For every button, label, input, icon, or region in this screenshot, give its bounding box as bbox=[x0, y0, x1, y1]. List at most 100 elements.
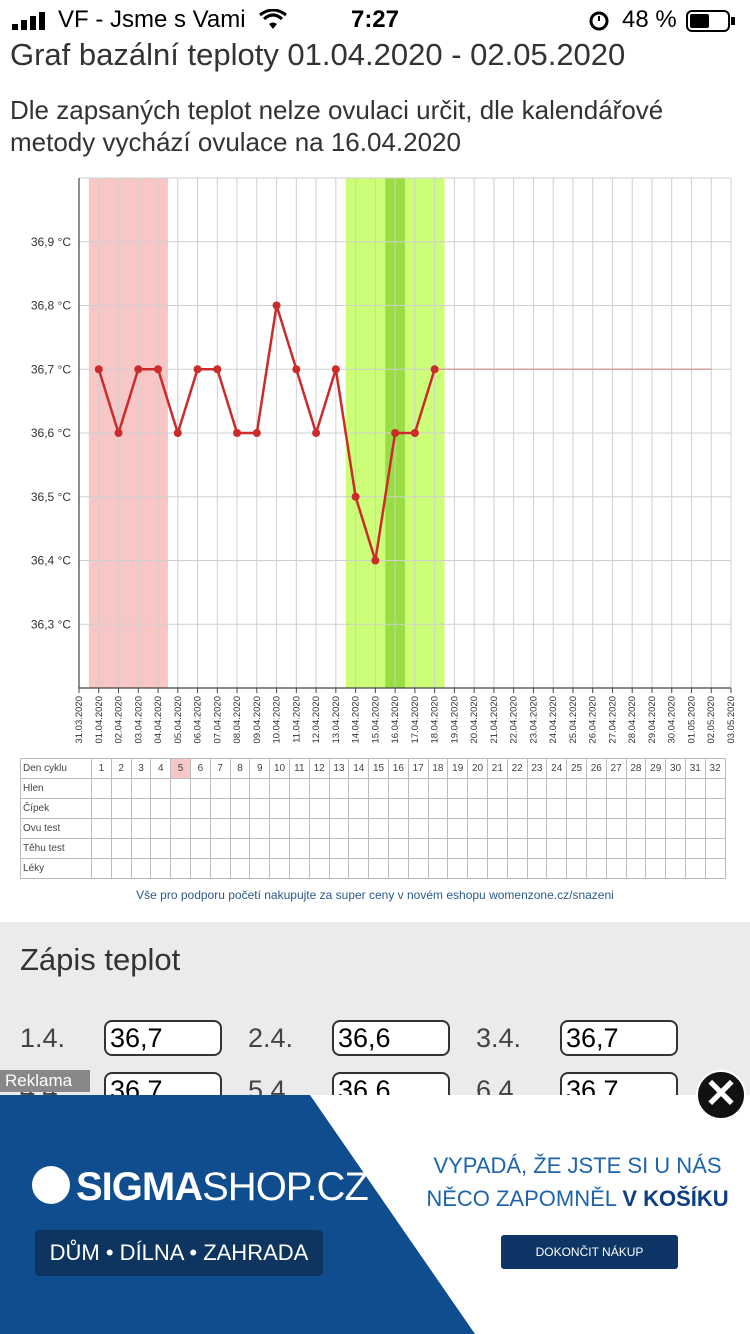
temperature-point[interactable] bbox=[233, 429, 242, 437]
cycle-cell[interactable] bbox=[328, 858, 350, 879]
cycle-cell[interactable] bbox=[684, 818, 706, 839]
cycle-cell[interactable] bbox=[249, 818, 271, 839]
cycle-cell[interactable] bbox=[625, 838, 647, 859]
cycle-cell[interactable] bbox=[585, 858, 607, 879]
cycle-cell[interactable] bbox=[387, 798, 409, 819]
cycle-cell[interactable] bbox=[130, 778, 152, 799]
cycle-cell[interactable] bbox=[368, 778, 389, 799]
cycle-cell[interactable] bbox=[249, 858, 271, 879]
cycle-cell[interactable] bbox=[229, 838, 251, 859]
cycle-cell[interactable] bbox=[526, 858, 548, 879]
temperature-input[interactable]: 36,7 bbox=[560, 1020, 678, 1056]
cycle-cell[interactable] bbox=[704, 838, 726, 859]
cycle-cell[interactable] bbox=[407, 778, 429, 799]
cycle-cell[interactable] bbox=[328, 778, 350, 799]
cycle-cell[interactable] bbox=[585, 838, 607, 859]
cycle-cell[interactable] bbox=[189, 858, 211, 879]
cycle-cell[interactable] bbox=[486, 818, 508, 839]
cycle-cell[interactable] bbox=[368, 818, 389, 839]
cycle-cell[interactable] bbox=[308, 838, 330, 859]
temperature-point[interactable] bbox=[391, 429, 400, 437]
cycle-cell[interactable] bbox=[506, 798, 528, 819]
cycle-cell[interactable] bbox=[427, 778, 449, 799]
cycle-cell[interactable] bbox=[348, 818, 370, 839]
cycle-cell[interactable] bbox=[506, 778, 528, 799]
promo-link[interactable]: Vše pro podporu početí nakupujte za supe… bbox=[136, 888, 614, 902]
cycle-cell[interactable] bbox=[566, 858, 587, 879]
cycle-cell[interactable] bbox=[526, 798, 548, 819]
cycle-cell[interactable] bbox=[645, 858, 667, 879]
cycle-cell[interactable] bbox=[209, 798, 231, 819]
cycle-cell[interactable] bbox=[625, 798, 647, 819]
temperature-input[interactable]: 36,6 bbox=[332, 1020, 450, 1056]
cycle-cell[interactable] bbox=[348, 778, 370, 799]
cycle-cell[interactable] bbox=[585, 818, 607, 839]
cycle-cell[interactable] bbox=[189, 838, 211, 859]
cycle-cell[interactable] bbox=[91, 818, 112, 839]
cycle-cell[interactable] bbox=[269, 778, 290, 799]
cycle-cell[interactable] bbox=[269, 838, 290, 859]
cycle-cell[interactable] bbox=[91, 798, 112, 819]
close-ad-icon[interactable]: ✕ bbox=[696, 1070, 746, 1120]
cycle-cell[interactable] bbox=[605, 778, 627, 799]
ad-banner[interactable]: SIGMASHOP.CZ DŮM • DÍLNA • ZAHRADA VYPAD… bbox=[0, 1095, 750, 1334]
cycle-cell[interactable] bbox=[150, 798, 172, 819]
cycle-cell[interactable] bbox=[467, 858, 488, 879]
cycle-cell[interactable] bbox=[209, 838, 231, 859]
temperature-point[interactable] bbox=[292, 365, 301, 374]
cycle-cell[interactable] bbox=[506, 838, 528, 859]
cycle-cell[interactable] bbox=[447, 838, 469, 859]
cycle-cell[interactable] bbox=[684, 838, 706, 859]
cycle-cell[interactable] bbox=[308, 798, 330, 819]
cycle-cell[interactable] bbox=[407, 838, 429, 859]
cycle-cell[interactable] bbox=[209, 818, 231, 839]
cycle-cell[interactable] bbox=[546, 858, 568, 879]
cycle-cell[interactable] bbox=[546, 778, 568, 799]
cycle-cell[interactable] bbox=[645, 778, 667, 799]
cycle-cell[interactable] bbox=[209, 778, 231, 799]
temperature-point[interactable] bbox=[114, 429, 123, 437]
cycle-cell[interactable] bbox=[665, 778, 686, 799]
cycle-cell[interactable] bbox=[486, 798, 508, 819]
cycle-cell[interactable] bbox=[447, 778, 469, 799]
temperature-point[interactable] bbox=[312, 429, 321, 437]
cycle-cell[interactable] bbox=[467, 818, 488, 839]
temperature-point[interactable] bbox=[351, 492, 360, 501]
cycle-cell[interactable] bbox=[665, 838, 686, 859]
cycle-cell[interactable] bbox=[91, 858, 112, 879]
cycle-cell[interactable] bbox=[368, 838, 389, 859]
cycle-cell[interactable] bbox=[229, 778, 251, 799]
cycle-cell[interactable] bbox=[467, 838, 488, 859]
cycle-cell[interactable] bbox=[308, 818, 330, 839]
cycle-cell[interactable] bbox=[269, 858, 290, 879]
cycle-cell[interactable] bbox=[526, 838, 548, 859]
cycle-cell[interactable] bbox=[704, 798, 726, 819]
temperature-input[interactable]: 36,7 bbox=[104, 1020, 222, 1056]
cycle-cell[interactable] bbox=[308, 858, 330, 879]
cycle-cell[interactable] bbox=[684, 778, 706, 799]
cycle-cell[interactable] bbox=[249, 798, 271, 819]
cycle-cell[interactable] bbox=[110, 858, 132, 879]
temperature-point[interactable] bbox=[154, 365, 163, 374]
cycle-cell[interactable] bbox=[407, 858, 429, 879]
cycle-cell[interactable] bbox=[447, 798, 469, 819]
cycle-cell[interactable] bbox=[189, 778, 211, 799]
cycle-cell[interactable] bbox=[170, 818, 191, 839]
cycle-cell[interactable] bbox=[269, 818, 290, 839]
cycle-cell[interactable] bbox=[130, 858, 152, 879]
cycle-cell[interactable] bbox=[348, 838, 370, 859]
cycle-cell[interactable] bbox=[566, 798, 587, 819]
cycle-cell[interactable] bbox=[229, 818, 251, 839]
cycle-cell[interactable] bbox=[665, 818, 686, 839]
cycle-cell[interactable] bbox=[467, 778, 488, 799]
cycle-cell[interactable] bbox=[387, 818, 409, 839]
cycle-cell[interactable] bbox=[625, 778, 647, 799]
cycle-cell[interactable] bbox=[486, 778, 508, 799]
cycle-cell[interactable] bbox=[110, 778, 132, 799]
cycle-cell[interactable] bbox=[566, 778, 587, 799]
temperature-point[interactable] bbox=[94, 365, 103, 374]
cycle-cell[interactable] bbox=[209, 858, 231, 879]
cycle-cell[interactable] bbox=[387, 838, 409, 859]
cycle-cell[interactable] bbox=[684, 858, 706, 879]
cycle-cell[interactable] bbox=[566, 838, 587, 859]
